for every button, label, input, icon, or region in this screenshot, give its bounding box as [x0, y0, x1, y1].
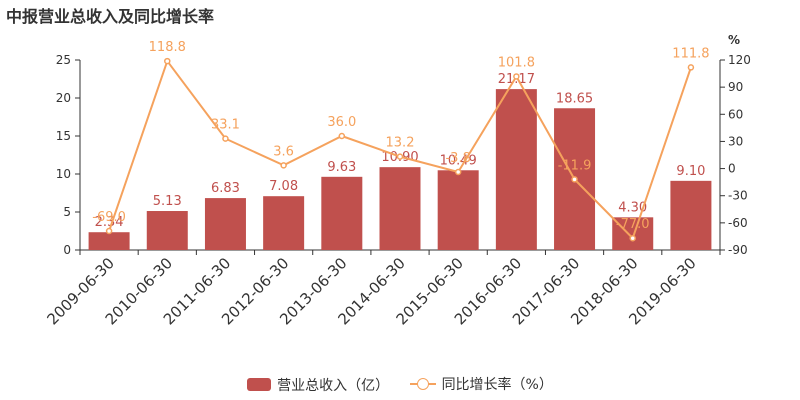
bar-value-label: 7.08 [269, 179, 298, 194]
bar-value-label: 2.34 [95, 215, 124, 230]
y-right-tick-label: 0 [728, 162, 736, 176]
growth-point [454, 168, 462, 176]
growth-value-label: 3.6 [273, 144, 294, 159]
growth-point [222, 135, 229, 142]
bar-value-label: 9.63 [327, 160, 356, 175]
growth-point [280, 162, 287, 169]
y-right-tick-label: 120 [728, 53, 751, 67]
y-right-tick-label: -90 [728, 243, 748, 257]
y-left-tick-label: 5 [63, 205, 71, 219]
y-left-tick-label: 20 [56, 91, 71, 105]
chart-title: 中报营业总收入及同比增长率 [6, 7, 215, 26]
y-right-tick-label: -60 [728, 216, 748, 230]
bar [495, 89, 537, 250]
bar-value-label: 18.65 [556, 91, 593, 106]
y-right-tick-label: 30 [728, 134, 743, 148]
y-left-tick-label: 10 [56, 167, 71, 181]
growth-point [687, 64, 695, 71]
bar [437, 170, 479, 250]
legend-label-growth: 同比增长率（%） [441, 377, 553, 393]
growth-point [338, 132, 346, 140]
legend-label-revenue: 营业总收入（亿） [277, 377, 390, 394]
growth-point [105, 227, 113, 235]
bar-value-label: 6.83 [211, 181, 240, 196]
growth-value-label: -3.8 [445, 151, 470, 166]
bar [88, 232, 130, 250]
growth-value-label: 33.1 [211, 118, 240, 133]
growth-point [396, 153, 404, 160]
legend-item-revenue[interactable]: 营业总收入（亿） [247, 375, 389, 395]
growth-value-label: -77.0 [616, 217, 650, 232]
y-left-tick-label: 25 [56, 53, 71, 67]
growth-value-label: 111.8 [672, 46, 709, 61]
growth-value-label: 101.8 [498, 55, 535, 70]
bar-value-label: 5.13 [153, 194, 182, 209]
legend: 营业总收入（亿） 同比增长率（%） [0, 374, 800, 395]
bar [670, 180, 712, 250]
growth-value-label: 13.2 [386, 136, 415, 151]
y-left-tick-label: 0 [63, 243, 71, 257]
bar [146, 211, 188, 250]
bar-value-label: 4.30 [618, 200, 647, 215]
growth-value-label: 118.8 [149, 40, 186, 55]
bar-value-label: 9.10 [676, 164, 705, 179]
bar [263, 196, 305, 250]
bar [612, 217, 654, 250]
bar [321, 176, 363, 250]
growth-value-label: -69.0 [92, 210, 126, 225]
y-left-tick-label: 15 [56, 129, 71, 143]
y-right-unit-label: % [728, 33, 740, 47]
y-right-tick-label: 60 [728, 107, 743, 121]
legend-item-growth[interactable]: 同比增长率（%） [409, 374, 553, 394]
growth-point [164, 57, 171, 65]
bar [379, 167, 421, 250]
legend-line-swatch [409, 377, 436, 391]
growth-value-label: 36.0 [327, 115, 356, 130]
growth-point [513, 73, 520, 80]
legend-bar-swatch [247, 378, 272, 391]
growth-point [571, 176, 578, 183]
y-right-tick-label: 90 [728, 80, 743, 94]
bar [204, 198, 246, 250]
y-right-tick-label: -30 [728, 189, 748, 203]
growth-point [629, 234, 636, 242]
growth-value-label: -11.9 [558, 158, 592, 173]
